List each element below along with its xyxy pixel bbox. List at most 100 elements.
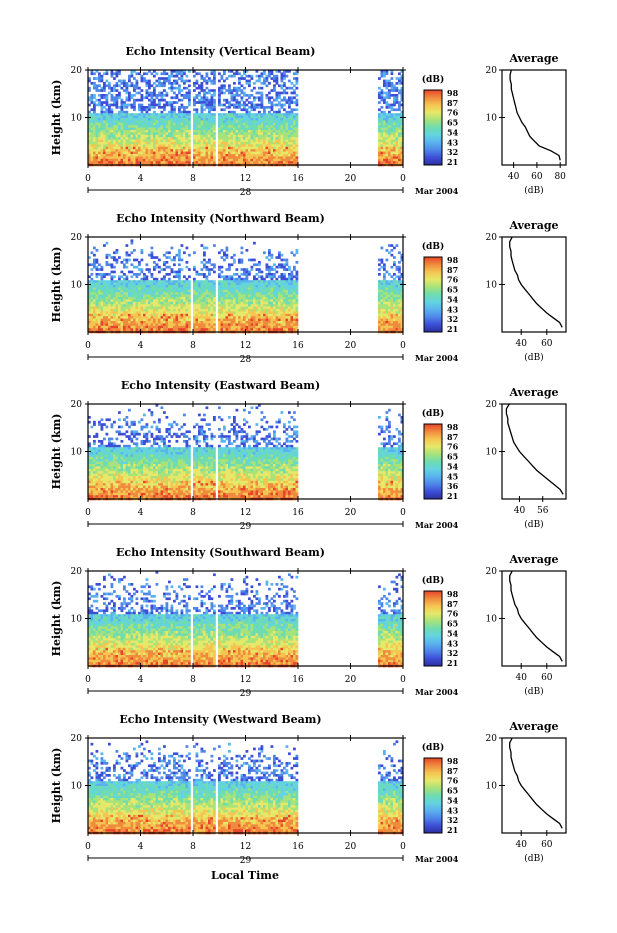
heatmap-cell bbox=[246, 128, 249, 131]
heatmap-cell bbox=[213, 101, 216, 104]
heatmap-cell bbox=[251, 116, 254, 119]
heatmap-cell bbox=[258, 120, 261, 123]
heatmap-cell bbox=[253, 140, 256, 143]
heatmap-cell bbox=[243, 132, 246, 135]
heatmap-cell bbox=[121, 159, 124, 162]
heatmap-cell bbox=[236, 316, 239, 319]
heatmap-cell bbox=[296, 104, 299, 107]
heatmap-cell bbox=[138, 283, 141, 286]
heatmap-cell bbox=[146, 295, 149, 298]
heatmap-cell bbox=[183, 147, 186, 150]
heatmap-cell bbox=[128, 295, 131, 298]
heatmap-cell bbox=[183, 295, 186, 298]
heatmap-cell bbox=[238, 80, 241, 83]
heatmap-cell bbox=[203, 125, 206, 128]
heatmap-cell bbox=[228, 314, 231, 317]
heatmap-cell bbox=[266, 128, 269, 131]
heatmap-cell bbox=[206, 101, 209, 104]
heatmap-cell bbox=[283, 125, 286, 128]
heatmap-cell bbox=[281, 297, 284, 300]
heatmap-cell bbox=[91, 278, 94, 281]
heatmap-cell bbox=[111, 108, 114, 111]
heatmap-cell bbox=[206, 137, 209, 140]
heatmap-cell bbox=[211, 297, 214, 300]
heatmap-cell bbox=[211, 125, 214, 128]
heatmap-cell bbox=[383, 273, 386, 276]
heatmap-cell bbox=[286, 123, 289, 126]
heatmap-cell bbox=[283, 161, 286, 164]
heatmap-cell bbox=[248, 128, 251, 131]
heatmap-cell bbox=[103, 292, 106, 295]
heatmap-cell bbox=[173, 137, 176, 140]
heatmap-cell bbox=[203, 120, 206, 123]
heatmap-cell bbox=[168, 256, 171, 259]
heatmap-cell bbox=[171, 307, 174, 310]
heatmap-cell bbox=[223, 144, 226, 147]
heatmap-cell bbox=[278, 96, 281, 99]
heatmap-cell bbox=[133, 118, 136, 121]
heatmap-cell bbox=[268, 156, 271, 159]
heatmap-cell bbox=[291, 159, 294, 162]
heatmap-cell bbox=[113, 256, 116, 259]
heatmap-cell bbox=[226, 287, 229, 290]
heatmap-cell bbox=[271, 137, 274, 140]
heatmap-cell bbox=[278, 132, 281, 135]
heatmap-cell bbox=[148, 283, 151, 286]
heatmap-cell bbox=[393, 290, 396, 293]
heatmap-cell bbox=[178, 120, 181, 123]
heatmap-cell bbox=[151, 299, 154, 302]
heatmap-cell bbox=[201, 140, 204, 143]
heatmap-cell bbox=[398, 92, 401, 95]
heatmap-cell bbox=[393, 299, 396, 302]
heatmap-cell bbox=[131, 283, 134, 286]
heatmap-cell bbox=[291, 147, 294, 150]
heatmap-cell bbox=[151, 154, 154, 157]
heatmap-cell bbox=[101, 287, 104, 290]
heatmap-cell bbox=[166, 137, 169, 140]
heatmap-cell bbox=[158, 116, 161, 119]
heatmap-cell bbox=[138, 140, 141, 143]
heatmap-cell bbox=[173, 130, 176, 133]
heatmap-cell bbox=[141, 137, 144, 140]
heatmap-cell bbox=[251, 77, 254, 80]
heatmap-cell bbox=[123, 309, 126, 312]
heatmap-cell bbox=[208, 299, 211, 302]
heatmap-cell bbox=[108, 137, 111, 140]
heatmap-cell bbox=[226, 290, 229, 293]
heatmap-cell bbox=[111, 132, 114, 135]
heatmap-cell bbox=[188, 123, 191, 126]
heatmap-cell bbox=[381, 307, 384, 310]
heatmap-cell bbox=[218, 319, 221, 322]
heatmap-cell bbox=[278, 302, 281, 305]
heatmap-cell bbox=[141, 307, 144, 310]
heatmap-cell bbox=[141, 135, 144, 138]
heatmap-cell bbox=[243, 278, 246, 281]
heatmap-cell bbox=[261, 283, 264, 286]
heatmap-cell bbox=[378, 137, 381, 140]
heatmap-cell bbox=[166, 159, 169, 162]
heatmap-cell bbox=[116, 82, 119, 85]
heatmap-cell bbox=[268, 118, 271, 121]
heatmap-cell bbox=[268, 106, 271, 109]
heatmap-cell bbox=[203, 108, 206, 111]
heatmap-cell bbox=[248, 118, 251, 121]
heatmap-cell bbox=[196, 101, 199, 104]
heatmap-cell bbox=[206, 125, 209, 128]
heatmap-cell bbox=[128, 80, 131, 83]
heatmap-cell bbox=[218, 132, 221, 135]
heatmap-cell bbox=[166, 128, 169, 131]
heatmap-cell bbox=[231, 130, 234, 133]
heatmap-cell bbox=[188, 84, 191, 87]
heatmap-cell bbox=[226, 280, 229, 283]
heatmap-cell bbox=[156, 137, 159, 140]
heatmap-cell bbox=[196, 130, 199, 133]
heatmap-cell bbox=[201, 96, 204, 99]
heatmap-cell bbox=[241, 149, 244, 152]
heatmap-cell bbox=[166, 295, 169, 298]
heatmap-cell bbox=[118, 309, 121, 312]
heatmap-cell bbox=[118, 132, 121, 135]
heatmap-cell bbox=[206, 299, 209, 302]
heatmap-cell bbox=[163, 108, 166, 111]
heatmap-cell bbox=[141, 290, 144, 293]
heatmap-cell bbox=[266, 80, 269, 83]
